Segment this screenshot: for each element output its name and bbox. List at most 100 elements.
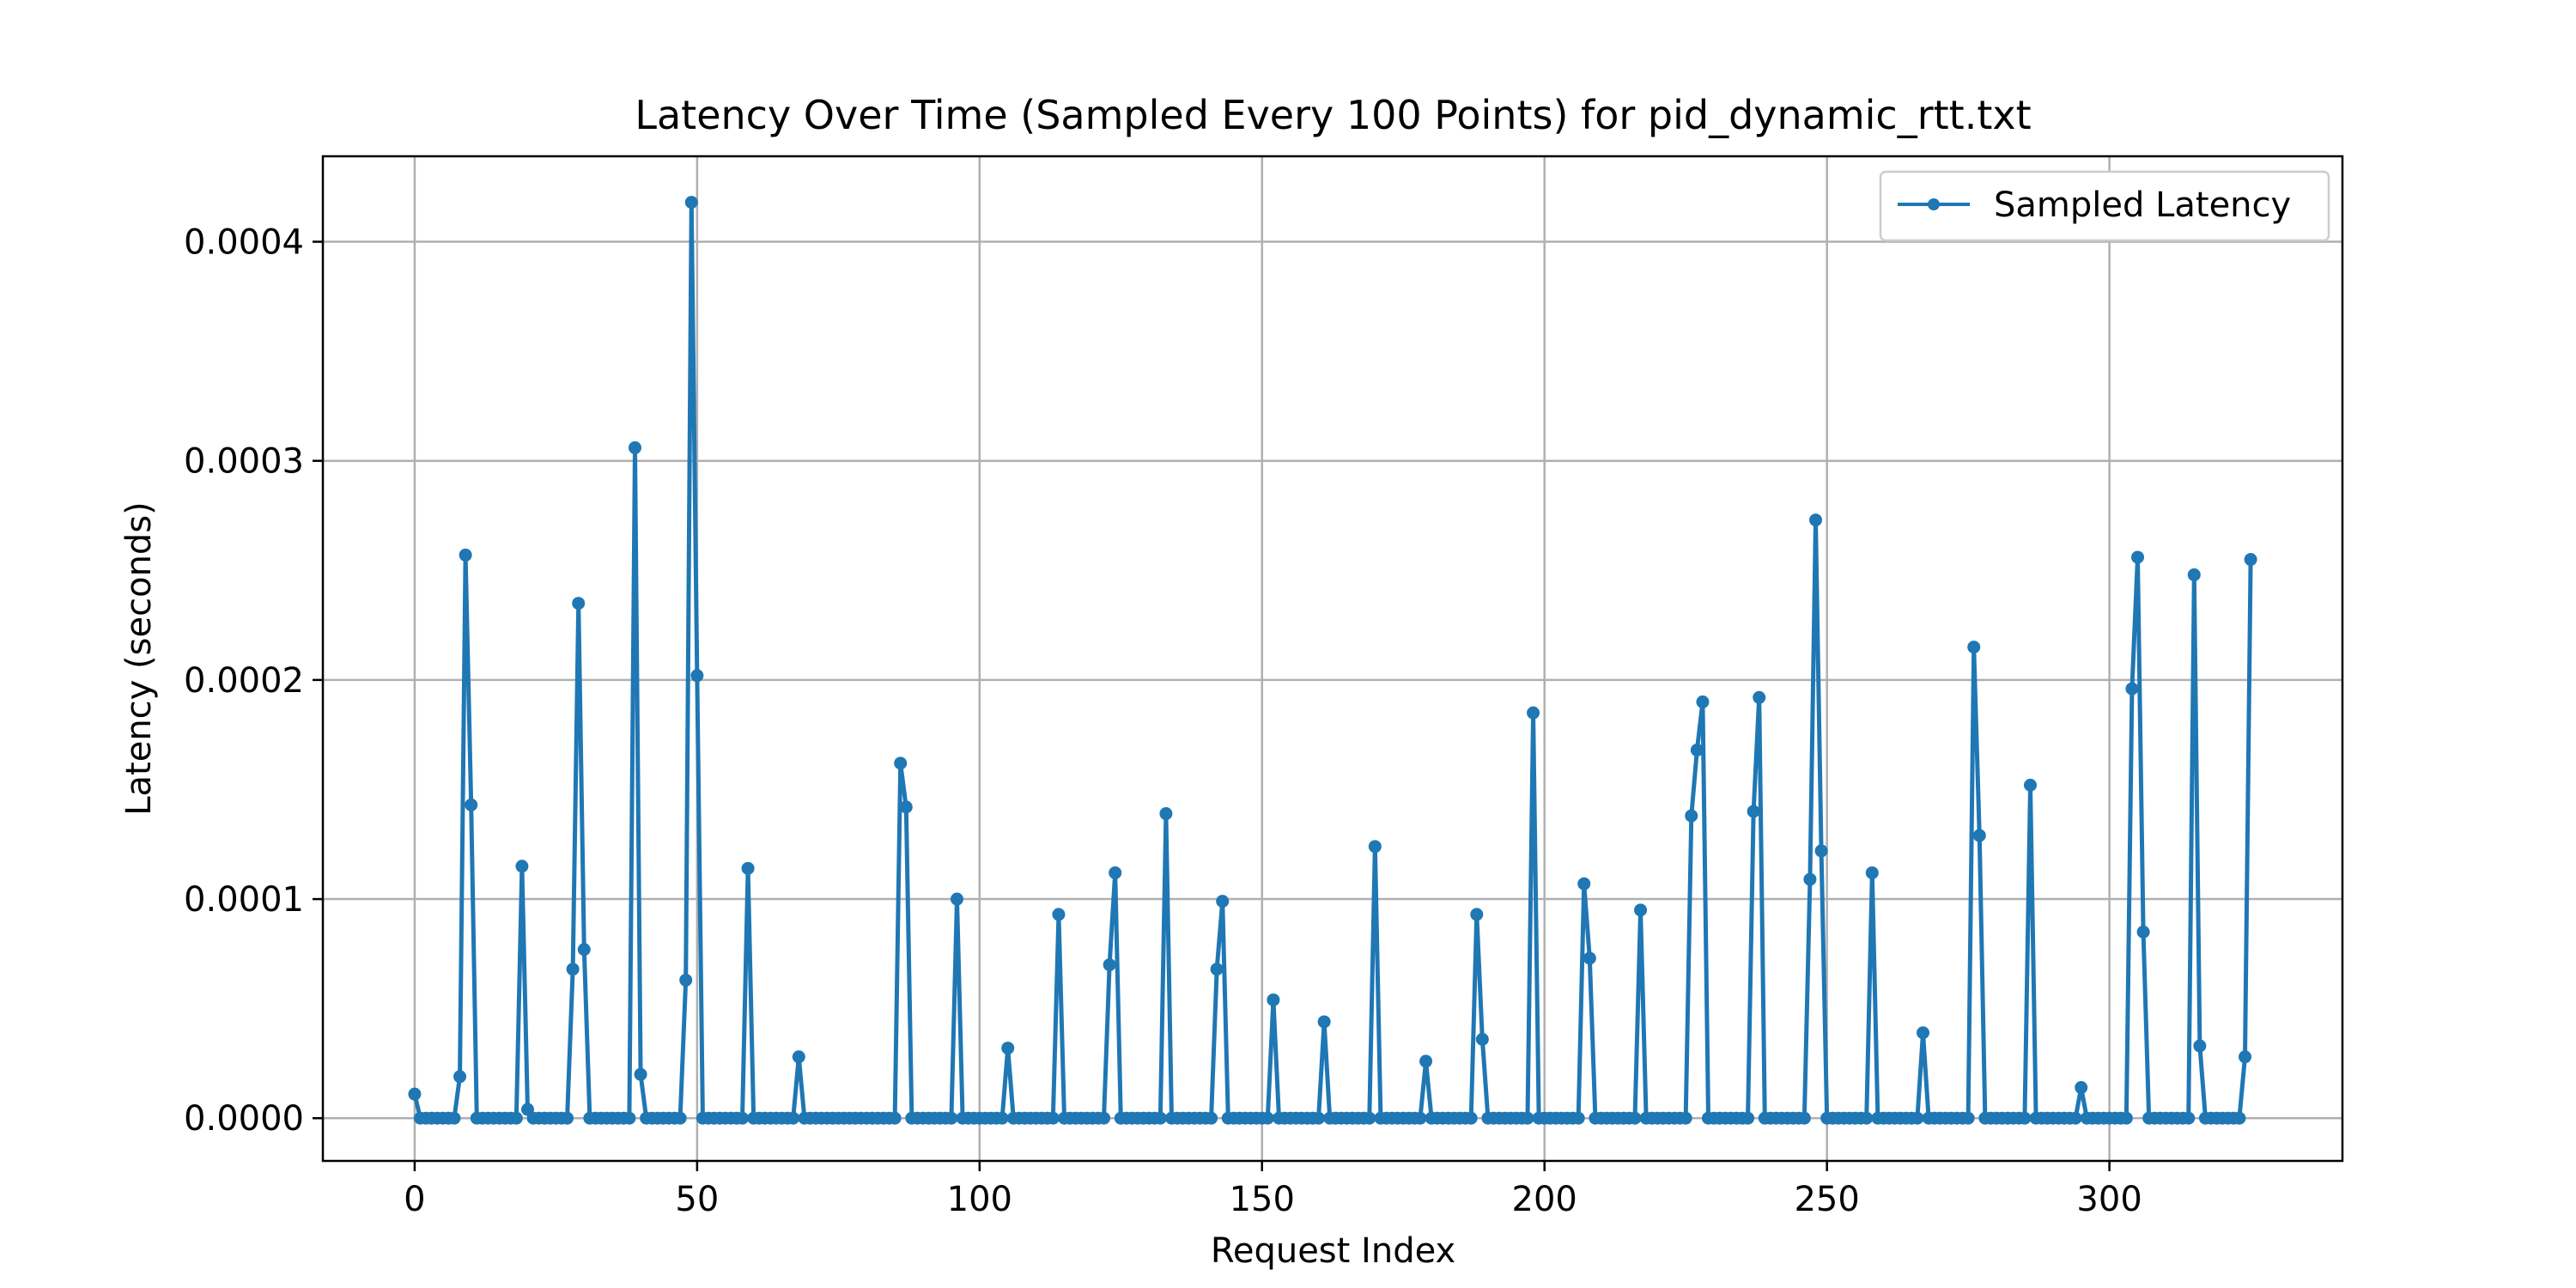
- y-tick-label: 0.0000: [184, 1099, 304, 1139]
- data-point: [447, 1111, 461, 1125]
- data-point: [1475, 1032, 1489, 1046]
- x-tick-label: 200: [1512, 1180, 1577, 1219]
- data-point: [1803, 872, 1817, 886]
- data-point: [1860, 1111, 1874, 1125]
- data-point: [1261, 1111, 1274, 1125]
- data-point: [1753, 690, 1766, 704]
- data-point: [2024, 778, 2038, 792]
- data-point: [2131, 550, 2145, 564]
- data-point: [509, 1111, 523, 1125]
- data-point: [945, 1111, 958, 1125]
- data-point: [679, 973, 693, 987]
- data-point: [894, 756, 908, 770]
- data-point: [1911, 1111, 1924, 1125]
- data-point: [572, 597, 586, 611]
- data-point: [628, 440, 641, 454]
- data-point: [2125, 682, 2139, 696]
- data-point: [2069, 1111, 2082, 1125]
- data-point: [741, 861, 755, 875]
- data-point: [1527, 706, 1540, 720]
- data-point: [690, 669, 704, 683]
- data-point: [1368, 840, 1382, 854]
- data-point: [1267, 993, 1280, 1006]
- data-point: [1103, 958, 1116, 972]
- x-axis-label: Request Index: [1211, 1231, 1455, 1271]
- data-point: [1865, 866, 1879, 879]
- data-point: [2244, 553, 2257, 567]
- data-point: [1571, 1111, 1585, 1125]
- data-point: [2233, 1111, 2246, 1125]
- data-point: [2239, 1050, 2252, 1064]
- data-point: [1917, 1026, 1930, 1040]
- data-point: [1809, 513, 1823, 527]
- data-point: [1210, 963, 1224, 976]
- data-point: [1363, 1111, 1376, 1125]
- chart-title: Latency Over Time (Sampled Every 100 Poi…: [635, 92, 2031, 138]
- data-point: [1741, 1111, 1755, 1125]
- data-point: [1797, 1111, 1811, 1125]
- x-tick-label: 0: [404, 1180, 425, 1219]
- data-point: [673, 1111, 687, 1125]
- data-point: [899, 800, 913, 814]
- data-point: [1972, 829, 1986, 842]
- data-point: [1583, 951, 1596, 965]
- data-point: [1747, 805, 1760, 818]
- y-tick-label: 0.0003: [184, 442, 304, 482]
- data-point: [566, 963, 580, 976]
- data-point: [1413, 1111, 1427, 1125]
- legend-marker-swatch: [1928, 198, 1940, 210]
- data-point: [453, 1070, 467, 1084]
- data-point: [1109, 866, 1122, 879]
- data-point: [623, 1111, 636, 1125]
- data-point: [408, 1087, 422, 1101]
- data-point: [1961, 1111, 1975, 1125]
- data-point: [951, 892, 963, 906]
- data-point: [1046, 1111, 1060, 1125]
- legend: Sampled Latency: [1879, 170, 2330, 242]
- data-point: [2182, 1111, 2196, 1125]
- data-point: [888, 1111, 902, 1125]
- data-point: [1814, 844, 1828, 858]
- data-point: [1159, 807, 1173, 821]
- series-layer: [408, 196, 2257, 1125]
- data-point: [1470, 908, 1484, 921]
- data-point: [995, 1111, 1009, 1125]
- data-point: [1216, 895, 1230, 908]
- data-point: [2018, 1111, 2032, 1125]
- data-point: [2193, 1039, 2207, 1053]
- x-tick-label: 150: [1230, 1180, 1295, 1219]
- data-point: [2187, 568, 2201, 581]
- data-point: [792, 1050, 805, 1064]
- data-point: [1464, 1111, 1478, 1125]
- data-point: [684, 196, 698, 210]
- data-point: [1577, 877, 1591, 890]
- x-tick-label: 50: [675, 1180, 719, 1219]
- data-point: [1419, 1054, 1433, 1068]
- data-point: [465, 798, 478, 811]
- data-point: [1312, 1111, 1326, 1125]
- data-point: [1097, 1111, 1111, 1125]
- legend-label: Sampled Latency: [1994, 185, 2291, 225]
- x-tick-label: 300: [2076, 1180, 2142, 1219]
- data-point: [1685, 809, 1698, 823]
- data-point: [787, 1111, 800, 1125]
- data-point: [1690, 744, 1704, 757]
- data-point: [735, 1111, 749, 1125]
- plot-frame: [321, 155, 2344, 1163]
- data-point: [561, 1111, 574, 1125]
- data-point: [1696, 695, 1710, 708]
- ticks: 0 50 100 150 200 250 300 0.0000 0.0001 0.0002 0.00…: [184, 223, 2142, 1219]
- data-point: [634, 1067, 647, 1081]
- data-point: [2119, 1111, 2133, 1125]
- data-point: [1679, 1111, 1692, 1125]
- data-point: [2075, 1081, 2088, 1095]
- y-axis-label: Latency (seconds): [119, 501, 159, 816]
- data-point: [1628, 1111, 1642, 1125]
- data-point: [515, 860, 529, 873]
- x-tick-label: 250: [1794, 1180, 1859, 1219]
- y-tick-label: 0.0004: [184, 223, 304, 263]
- data-point: [1317, 1015, 1331, 1029]
- data-point: [1001, 1042, 1015, 1055]
- data-point: [459, 548, 472, 562]
